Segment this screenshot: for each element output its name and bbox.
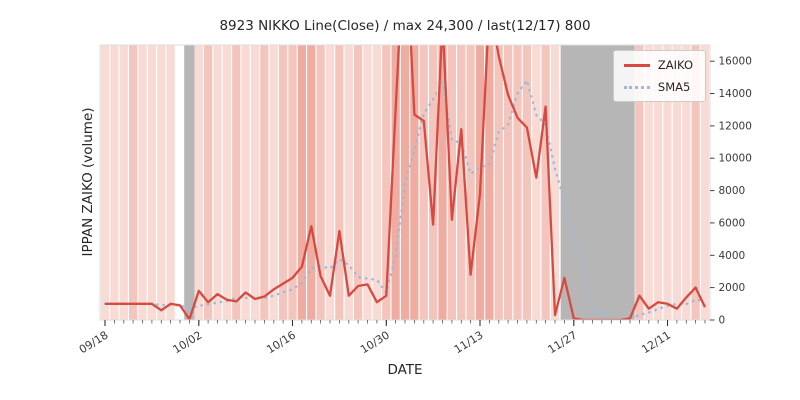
- legend-label-zaiko: ZAIKO: [657, 58, 693, 72]
- svg-text:11/27: 11/27: [546, 329, 580, 357]
- y-axis-ticks: 0 2000 4000 6000 8000 10000 12000 14000 16000: [710, 56, 752, 327]
- svg-text:12000: 12000: [719, 120, 752, 132]
- y-axis-label: IPPAN ZAIKO (volume): [80, 107, 96, 257]
- legend: ZAIKO SMA5: [612, 50, 706, 102]
- svg-text:10000: 10000: [719, 153, 752, 165]
- svg-text:16000: 16000: [719, 56, 752, 68]
- svg-text:11/13: 11/13: [452, 329, 486, 357]
- solid-line-icon: [623, 63, 650, 67]
- svg-text:09/18: 09/18: [77, 329, 111, 357]
- svg-text:2000: 2000: [719, 282, 746, 294]
- svg-text:10/02: 10/02: [171, 329, 205, 357]
- chart-title: 8923 NIKKO Line(Close) / max 24,300 / la…: [219, 18, 591, 34]
- svg-text:6000: 6000: [719, 217, 746, 229]
- x-axis-label: DATE: [387, 362, 423, 378]
- zaiko-line: [105, 45, 707, 320]
- svg-text:14000: 14000: [719, 88, 752, 100]
- svg-text:0: 0: [719, 315, 726, 327]
- svg-text:10/16: 10/16: [264, 329, 298, 357]
- svg-text:4000: 4000: [719, 250, 746, 262]
- x-axis-ticks: 09/18 10/02 10/16 10/30 11/13 11/27 12/11: [77, 320, 673, 356]
- x-axis-minor-ticks: [104, 320, 706, 324]
- svg-text:10/30: 10/30: [358, 329, 392, 357]
- svg-text:12/11: 12/11: [639, 329, 673, 357]
- legend-entry-zaiko: ZAIKO: [623, 58, 693, 72]
- legend-entry-sma5: SMA5: [623, 80, 693, 94]
- svg-text:8000: 8000: [719, 185, 746, 197]
- sma5-line: [103, 79, 707, 320]
- dotted-line-icon: [623, 85, 650, 89]
- legend-label-sma5: SMA5: [657, 80, 691, 94]
